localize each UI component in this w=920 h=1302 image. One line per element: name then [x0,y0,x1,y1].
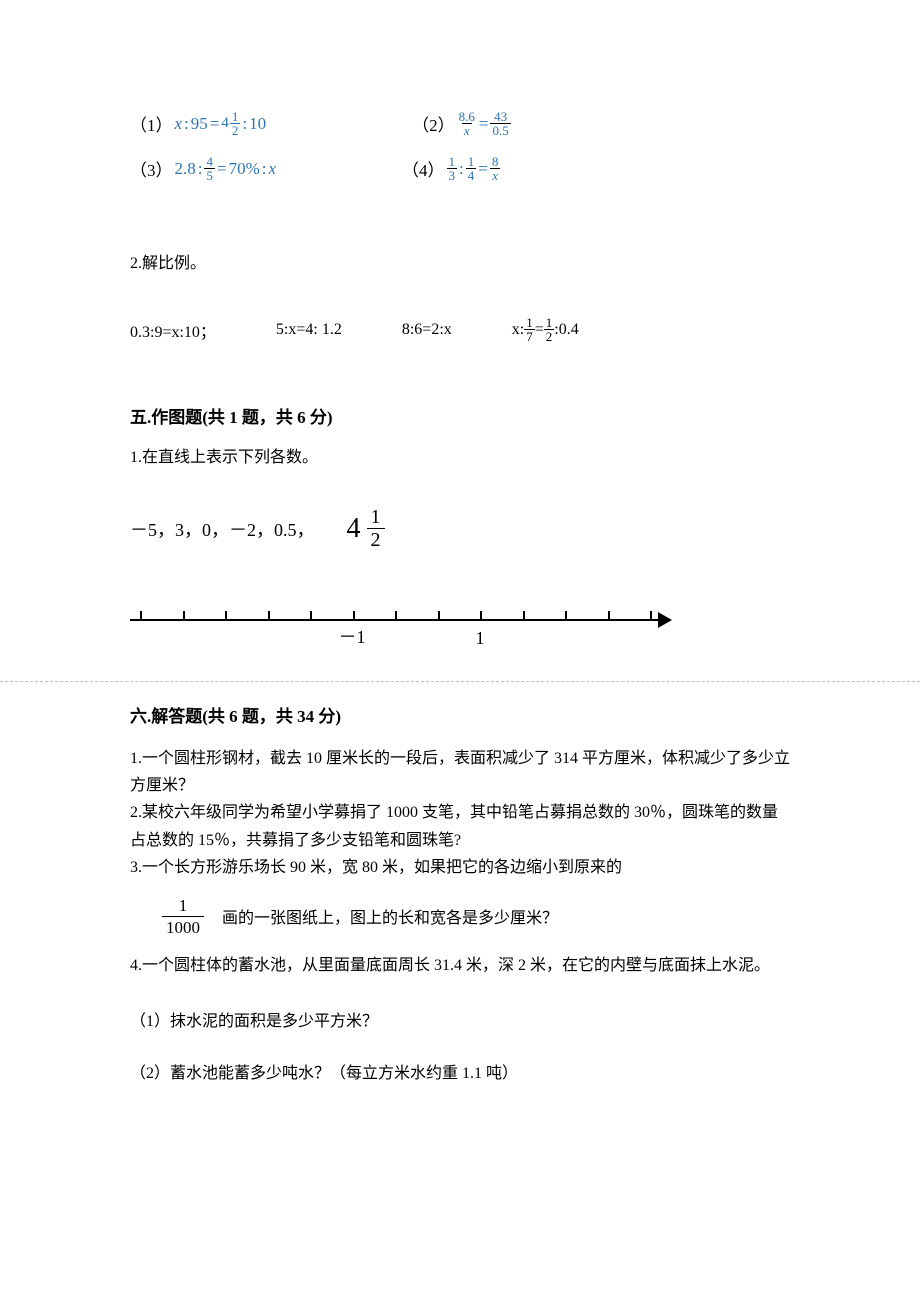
eq1-a: 95 [191,114,208,134]
eq1-mixed-whole: 4 [221,115,229,132]
numbers-mixed: 4 12 [347,506,385,551]
eq4-f3n: 8 [490,155,501,168]
number-line-label: －1 [339,623,366,649]
number-line-tick [650,611,652,621]
eq1-b: 10 [249,114,266,134]
eq3-label: （3） [130,156,173,181]
section-5-title: 五.作图题(共 1 题，共 6 分) [130,403,790,428]
sec6-p4-2: （2）蓄水池能蓄多少吨水？（每立方米水约重 1.1 吨） [130,1059,790,1083]
ratio-3: 8:6=2:x [402,321,452,339]
r4f2n: 1 [544,316,555,329]
nm-num: 1 [367,506,385,528]
number-line-tick [140,611,142,621]
ratio-4mid: = [535,321,544,339]
sec5-q1: 1.在直线上表示下列各数。 [130,446,790,470]
eq1-mixed-den: 2 [230,123,241,137]
eq4-f3d: x [490,168,500,182]
number-line-tick [438,611,440,621]
ratio-row: 0.3:9=x:10； 5:x=4: 1.2 8:6=2:x x: 17 = 1… [130,316,790,343]
eq3-b: 70% [229,159,260,179]
number-line: －1 1 [130,591,690,651]
eq4-f1d: 3 [447,168,458,182]
number-line-tick [310,611,312,621]
eq3-sep2: : [262,159,267,179]
divider [0,681,920,682]
eq4-label: （4） [402,156,445,181]
eq1-var: x [175,114,183,134]
number-line-arrow-icon [658,612,672,628]
numbers-text: －5，3，0，－2，0.5， [130,516,315,542]
eq2-f1d: x [462,123,472,137]
p3fn: 1 [175,895,192,916]
eq2-f2d: 0.5 [490,123,510,137]
eq1-label: （1） [130,111,173,136]
sec6-p3b: 画的一张图纸上，图上的长和宽各是多少厘米？ [222,904,558,928]
number-line-tick [353,611,355,621]
eq2: （2） 8.6x = 430.5 [412,110,511,137]
sec6-p1: 1.一个圆柱形钢材，截去 10 厘米长的一段后，表面积减少了 314 平方厘米，… [130,745,790,799]
eq2-f2n: 43 [492,110,509,123]
eq1-mixed: 4 12 [221,110,240,137]
number-line-tick [523,611,525,621]
eq3-c: x [268,159,276,179]
number-line-tick [565,611,567,621]
r4f1n: 1 [524,316,535,329]
eq1: （1） x:95 = 4 12 :10 [130,110,266,137]
numbers-list: －5，3，0，－2，0.5， 4 12 [130,506,790,551]
q2-title: 2.解比例。 [130,252,790,276]
eq1-sep2: : [242,114,247,134]
sec6-p3-frac: 1 1000 [162,895,204,938]
eq3-eq: = [217,159,227,179]
eq3-fn: 4 [204,155,215,168]
sec6-p3-fracline: 1 1000 画的一张图纸上，图上的长和宽各是多少厘米？ [130,895,790,938]
eq3-a: 2.8 [175,159,196,179]
number-line-tick [225,611,227,621]
ratio-4b: :0.4 [554,321,578,339]
eq3: （3） 2.8: 45 = 70%:x [130,155,276,182]
eq4-f2d: 4 [466,168,477,182]
ratio-1: 0.3:9=x:10； [130,318,216,342]
p3fd: 1000 [162,916,204,938]
sec6-p4: 4.一个圆柱体的蓄水池，从里面量底面周长 31.4 米，深 2 米，在它的内壁与… [130,952,790,979]
sec6-p3a: 3.一个长方形游乐场长 90 米，宽 80 米，如果把它的各边缩小到原来的 [130,854,790,881]
eq2-label: （2） [412,111,455,136]
number-line-tick [480,611,482,621]
eq4: （4） 13: 14 = 8x [402,155,500,182]
eq2-eq: = [479,114,489,134]
nm-whole: 4 [347,513,361,545]
sec6-p2: 2.某校六年级同学为希望小学募捐了 1000 支笔，其中铅笔占募捐总数的 30％… [130,799,790,853]
equation-row-1: （1） x:95 = 4 12 :10 （2） 8.6x = 430.5 [130,110,790,137]
r4f2d: 2 [544,329,555,343]
eq4-f1n: 1 [447,155,458,168]
eq3-fd: 5 [204,168,215,182]
sec6-p4-1: （1）抹水泥的面积是多少平方米？ [130,1007,790,1031]
eq2-f1n: 8.6 [457,110,477,123]
ratio-4: x: 17 = 12 :0.4 [512,316,579,343]
number-line-label: 1 [476,628,485,649]
eq4-f2n: 1 [466,155,477,168]
eq4-sep: : [459,159,464,179]
number-line-tick [183,611,185,621]
number-line-tick [395,611,397,621]
eq1-mixed-num: 1 [230,110,241,123]
eq1-sep1: : [184,114,189,134]
number-line-tick [268,611,270,621]
number-line-tick [608,611,610,621]
section-6-title: 六.解答题(共 6 题，共 34 分) [130,702,790,727]
r4f1d: 7 [524,329,535,343]
eq4-eq: = [478,159,488,179]
ratio-4a: x: [512,321,524,339]
ratio-2: 5:x=4: 1.2 [276,321,342,339]
eq3-sep1: : [198,159,203,179]
equation-row-2: （3） 2.8: 45 = 70%:x （4） 13: 14 = 8x [130,155,790,182]
eq1-eq: = [210,114,220,134]
nm-den: 2 [367,528,385,551]
